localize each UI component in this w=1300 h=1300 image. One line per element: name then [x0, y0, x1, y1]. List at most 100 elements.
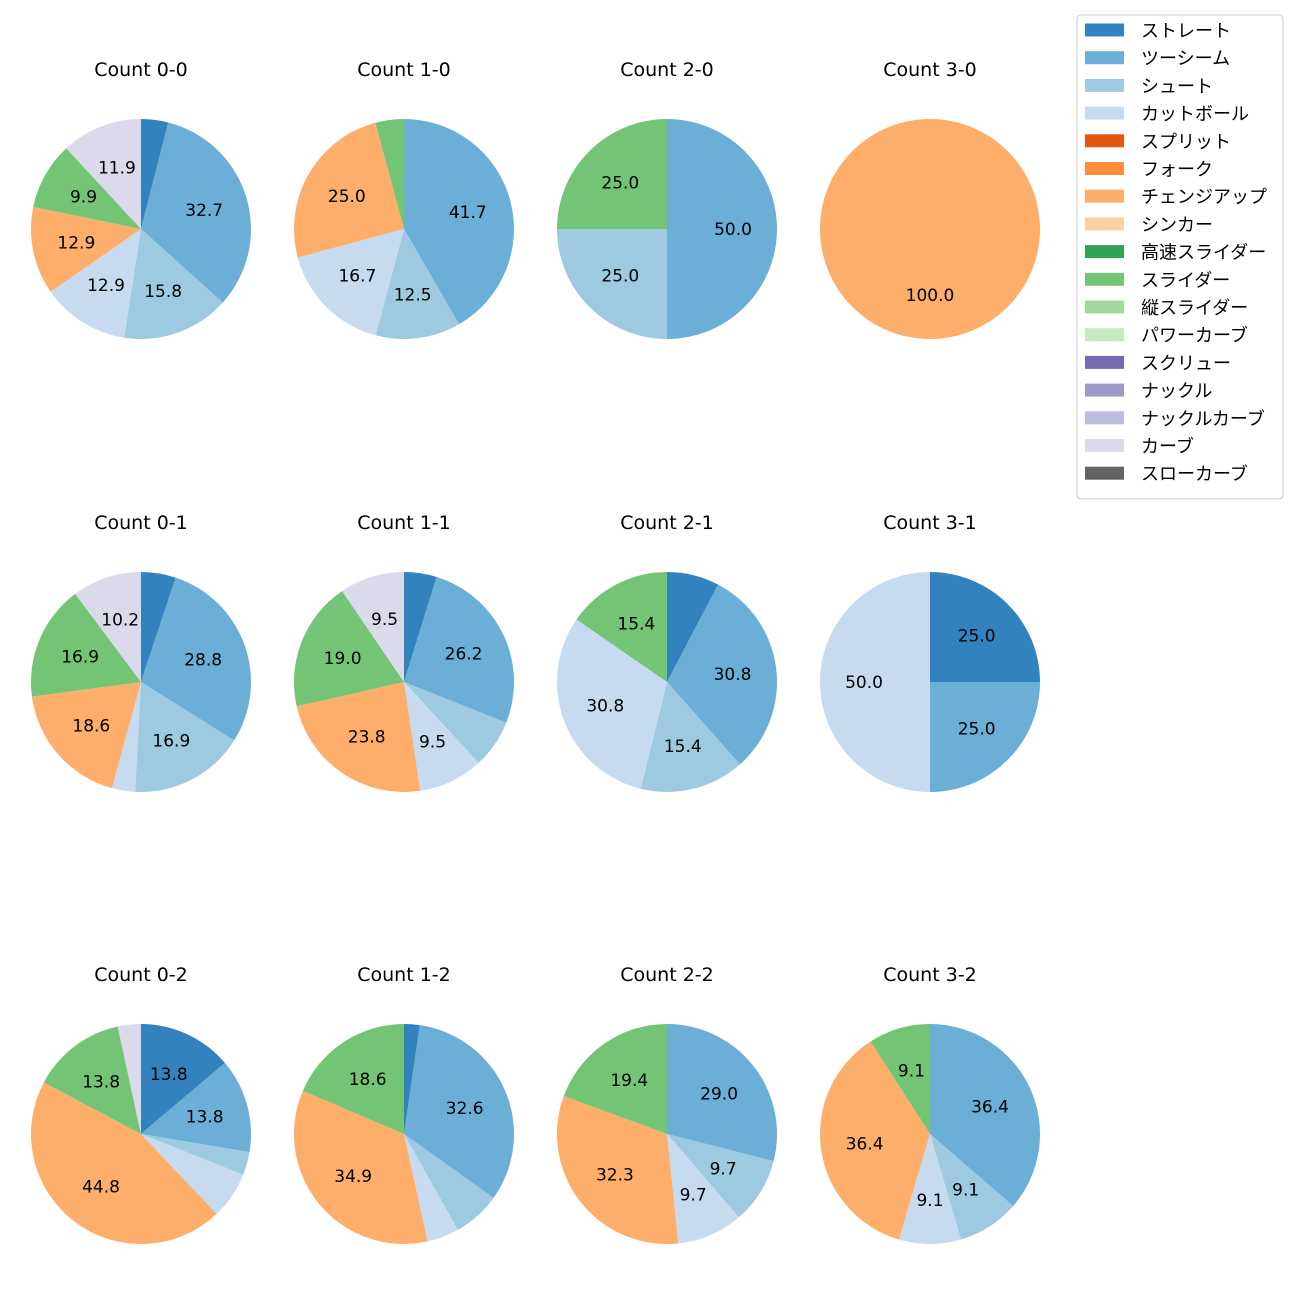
- pie-count-1-1: Count 1-1 26.2 9.5 23.8 19.0 9.5: [293, 512, 515, 792]
- pie-slice: [117, 1024, 141, 1134]
- pie-title: Count 1-0: [357, 59, 451, 81]
- legend-swatch: [1085, 245, 1124, 259]
- slice-label: 36.4: [846, 1134, 884, 1154]
- pie-slice: [930, 572, 1040, 682]
- legend-item: チェンジアップ: [1085, 187, 1267, 208]
- pie-count-2-1: Count 2-1 30.8 15.4 30.8 15.4: [556, 512, 778, 792]
- slice-label: 15.8: [144, 282, 182, 302]
- legend-item: ナックルカーブ: [1085, 408, 1265, 430]
- slice-label: 19.4: [610, 1071, 648, 1091]
- legend-swatch: [1085, 328, 1124, 342]
- pie-slice: [667, 1134, 774, 1218]
- legend-swatch: [1085, 466, 1124, 480]
- pie-count-0-2: Count 0-2 13.8 13.8 44.8 13.8: [31, 964, 251, 1244]
- pie-slice: [111, 682, 141, 792]
- pie-count-1-2: Count 1-2 32.6 34.9 18.6: [293, 964, 515, 1245]
- legend-swatch: [1085, 272, 1124, 286]
- pie-count-0-1: Count 0-128.816.918.616.910.2: [30, 512, 251, 792]
- pie-slice: [124, 229, 223, 339]
- legend-item: シュート: [1085, 76, 1213, 97]
- pie-slice: [576, 571, 667, 682]
- slice-label: 9.5: [419, 733, 446, 753]
- legend-label: スプリット: [1141, 132, 1231, 153]
- legend-label: ツーシーム: [1141, 49, 1230, 70]
- slice-label: 9.9: [70, 188, 97, 208]
- pie-slice: [899, 1134, 961, 1244]
- pie-count-1-0: Count 1-0 41.7 12.5 16.7 25.0: [294, 59, 514, 339]
- pie-slice: [870, 1024, 930, 1134]
- pie-slice: [404, 119, 514, 325]
- slice-label: 25.0: [601, 267, 639, 287]
- legend-swatch: [1085, 162, 1124, 175]
- slice-label: 16.7: [338, 267, 376, 287]
- pie-title: Count 3-2: [883, 964, 977, 986]
- pie-slice: [141, 119, 169, 229]
- pie-slice: [640, 682, 740, 792]
- slice-label: 34.9: [334, 1167, 372, 1187]
- pie-slice: [930, 1024, 1040, 1207]
- slice-label: 11.9: [98, 159, 136, 179]
- pie-slice: [820, 572, 930, 792]
- pie-slice: [141, 122, 252, 303]
- legend-swatch: [1085, 106, 1124, 120]
- legend-label: カーブ: [1141, 436, 1194, 458]
- slice-label: 15.4: [617, 615, 655, 635]
- legend-swatch: [1085, 134, 1124, 148]
- legend-label: 高速スライダー: [1141, 243, 1266, 264]
- slice-label: 15.4: [664, 737, 702, 757]
- pie-slice: [563, 1024, 667, 1134]
- slice-label: 100.0: [906, 286, 955, 306]
- legend-swatch: [1085, 217, 1124, 231]
- pie-title: Count 2-0: [620, 59, 714, 81]
- pie-slice: [404, 682, 479, 791]
- slice-label: 13.8: [150, 1065, 188, 1085]
- pie-title: Count 1-2: [357, 964, 451, 986]
- pie-slice: [141, 577, 251, 741]
- pie-slice: [557, 1095, 679, 1244]
- pie-count-0-0: Count 0-0 32.7 15.8 12.9 12.9 9.911.9: [31, 59, 252, 339]
- pie-slice: [820, 1041, 930, 1240]
- legend-item: フォーク: [1085, 160, 1213, 181]
- legend-label: チェンジアップ: [1141, 187, 1267, 208]
- pie-slice: [667, 1024, 777, 1162]
- slice-label: 44.8: [82, 1178, 120, 1198]
- legend-item: カーブ: [1085, 436, 1194, 458]
- pie-slice: [667, 119, 777, 339]
- legend-swatch: [1085, 189, 1124, 203]
- legend-label: ストレート: [1141, 21, 1231, 42]
- slice-label: 9.1: [898, 1062, 925, 1082]
- slice-label: 28.8: [184, 651, 222, 671]
- pie-slice: [294, 122, 404, 258]
- legend-swatch: [1085, 78, 1124, 92]
- pie-slice: [293, 1090, 428, 1245]
- slice-label: 12.9: [57, 233, 95, 253]
- legend-swatch: [1085, 51, 1124, 65]
- slice-label: 9.7: [710, 1160, 737, 1180]
- pie-slice: [342, 572, 404, 682]
- pie-slice: [930, 1134, 1014, 1240]
- pie-slice: [296, 682, 421, 792]
- pie-slice: [404, 1134, 494, 1230]
- slice-label: 32.6: [446, 1099, 484, 1119]
- slice-label: 16.9: [152, 732, 190, 752]
- slice-label: 9.1: [952, 1181, 979, 1201]
- pie-slice: [667, 584, 778, 765]
- pie-slice: [141, 1134, 244, 1214]
- slice-label: 30.8: [714, 665, 752, 685]
- slice-label: 9.5: [371, 610, 398, 630]
- slice-label: 36.4: [971, 1098, 1009, 1118]
- legend-label: スクリュー: [1141, 353, 1231, 374]
- legend-item: ナックル: [1085, 381, 1212, 402]
- legend-swatch: [1085, 23, 1124, 37]
- pie-title: Count 0-2: [94, 964, 188, 986]
- pie-slice: [375, 229, 460, 339]
- pie-slice: [31, 206, 141, 292]
- pie-slice: [302, 1024, 404, 1134]
- legend-item: スローカーブ: [1085, 463, 1248, 485]
- slice-label: 12.5: [394, 285, 432, 305]
- pie-count-2-2: Count 2-2 29.0 9.79.7 32.3 19.4: [557, 964, 777, 1244]
- slice-label: 9.1: [916, 1191, 943, 1211]
- legend-item: 高速スライダー: [1085, 243, 1266, 264]
- slice-label: 25.0: [328, 187, 366, 207]
- pie-slice: [404, 1025, 515, 1198]
